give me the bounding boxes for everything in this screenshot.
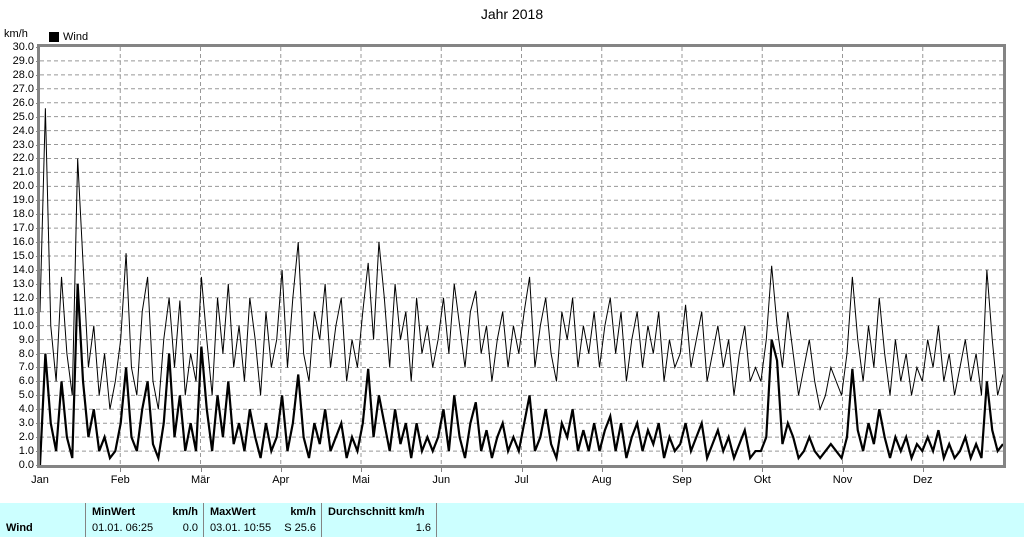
y-tick-label: 21.0 [12,166,34,179]
y-tick-label: 9.0 [18,333,34,346]
y-tick-label: 27.0 [12,82,34,95]
x-month-label-jun: Jun [432,474,451,486]
y-axis-unit-label: km/h [4,28,28,40]
x-month-label-dez: Dez [912,474,933,486]
x-tick-mark [842,468,844,472]
summary-table-empty-cell [437,503,1024,537]
maxwert-header: MaxWert [210,506,256,518]
maxwert-datetime: 03.01. 10:55 [210,522,272,534]
wind-average-thick-line [40,283,1003,465]
y-tick-label: 23.0 [12,138,34,151]
x-tick-mark [280,468,282,472]
wind-legend-swatch-icon [49,32,59,42]
y-tick-label: 0.0 [18,459,34,471]
chart-canvas [40,47,1003,465]
legend-label: Wind [63,31,89,43]
y-tick-label: 20.0 [12,180,34,193]
x-month-label-okt: Okt [753,474,771,486]
summary-row-label: Wind [6,522,33,534]
y-tick-label: 1.0 [18,445,34,458]
y-tick-label: 4.0 [18,403,34,416]
x-tick-mark [120,468,122,472]
wind-peaks-thin-line [40,108,1003,412]
y-tick-label: 14.0 [12,263,34,276]
y-tick-label: 15.0 [12,250,34,262]
minwert-value: 0.0 [182,522,198,534]
y-tick-label: 19.0 [12,194,34,207]
chart-title: Jahr 2018 [480,6,544,22]
durchschnitt-header: Durchschnitt km/h [328,506,425,518]
minwert-datetime: 01.01. 06:25 [92,522,154,534]
y-tick-label: 24.0 [12,124,34,137]
x-month-label-aug: Aug [591,474,612,486]
x-tick-mark [361,468,362,472]
x-month-label-mai: Mai [352,474,370,486]
x-tick-mark [762,468,764,472]
y-tick-label: 28.0 [12,68,34,81]
y-tick-label: 30.0 [12,41,34,53]
x-tick-mark [922,468,924,472]
y-tick-label: 29.0 [12,54,34,67]
x-month-label-apr: Apr [272,474,290,486]
minwert-header: MinWert [92,506,136,518]
y-tick-label: 8.0 [18,347,34,360]
maxwert-unit: km/h [290,506,316,518]
maxwert-value: S 25.6 [284,522,316,534]
y-tick-label: 26.0 [12,96,34,109]
x-tick-mark [200,468,202,472]
legend: Wind [49,31,88,43]
x-axis: Jan Feb Mär Apr Mai Jun Jul Aug Sep Okt Nov Dez [31,468,1003,492]
durchschnitt-value: 1.6 [415,522,431,534]
y-tick-label: 18.0 [12,208,34,221]
y-tick-label: 13.0 [12,277,34,290]
y-tick-label: 10.0 [12,319,34,332]
x-month-label-nov: Nov [832,474,853,486]
minwert-unit: km/h [172,506,198,518]
y-tick-label: 6.0 [18,375,34,388]
y-tick-label: 16.0 [12,236,34,249]
minwert-cell: MinWert km/h 01.01. 06:25 0.0 [86,503,204,537]
y-tick-label: 2.0 [18,431,34,444]
maxwert-cell: MaxWert km/h 03.01. 10:55 S 25.6 [204,503,322,537]
x-month-label-jul: Jul [514,474,529,486]
x-month-label-mär: Mär [191,474,210,486]
x-tick-mark [601,468,603,472]
y-axis: 30.0 29.0 28.0 27.0 26.0 25.0 24.0 23.0 22.0 21.0… [0,42,40,471]
x-tick-mark [441,468,443,472]
plot-area [37,44,1006,468]
y-tick-label: 25.0 [12,110,34,123]
y-tick-label: 12.0 [12,291,34,304]
x-month-label-jan: Jan [31,474,49,486]
y-tick-label: 17.0 [12,222,34,235]
x-month-label-sep: Sep [672,474,692,486]
x-tick-mark [682,468,683,472]
summary-row-label-cell: Wind [0,503,86,537]
y-tick-label: 3.0 [18,417,34,430]
y-tick-label: 11.0 [13,305,34,318]
durchschnitt-cell: Durchschnitt km/h 1.6 [322,503,437,537]
y-tick-label: 5.0 [18,389,34,402]
x-month-label-feb: Feb [110,474,130,486]
summary-table: Wind MinWert km/h 01.01. 06:25 0.0 MaxWe… [0,503,1024,537]
y-tick-label: 22.0 [12,152,34,165]
y-tick-label: 7.0 [18,361,34,374]
x-tick-mark [521,468,523,472]
